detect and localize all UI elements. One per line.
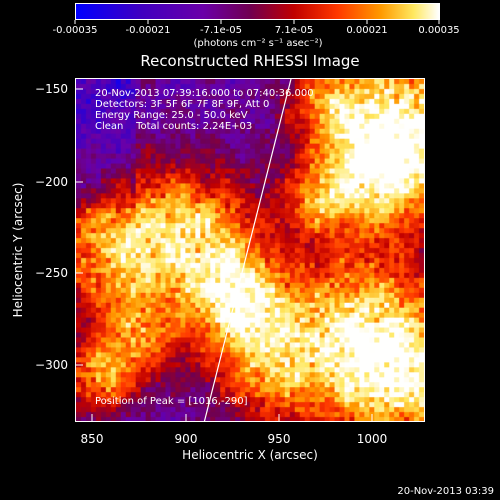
footer-timestamp: 20-Nov-2013 03:39	[397, 486, 494, 497]
info-time-range: 20-Nov-2013 07:39:16.000 to 07:40:36.000	[95, 88, 314, 99]
peak-position: Position of Peak = [1016,-290]	[95, 396, 248, 407]
info-clean-counts: Clean Total counts: 2.24E+03	[95, 121, 253, 132]
image-raster	[76, 79, 424, 421]
rhessi-image	[75, 78, 425, 422]
image-title: Reconstructed RHESSI Image	[140, 52, 360, 70]
y-tick-label: −150	[35, 82, 68, 96]
y-tick-label: −250	[35, 266, 68, 280]
info-detectors: Detectors: 3F 5F 6F 7F 8F 9F, Att 0	[95, 99, 270, 110]
limb-line	[203, 79, 292, 421]
info-energy-range: Energy Range: 25.0 - 50.0 keV	[95, 110, 248, 121]
colorbar-tick-label: 0.00021	[346, 25, 388, 36]
x-tick-label: 950	[267, 432, 291, 446]
x-axis-label: Heliocentric X (arcsec)	[182, 448, 318, 462]
y-axis-label: Heliocentric Y (arcsec)	[11, 182, 25, 318]
colorbar-tick-label: 7.1e-05	[274, 25, 314, 36]
y-tick-label: −300	[35, 358, 68, 372]
x-tick-label: 900	[174, 432, 198, 446]
colorbar-ticks	[74, 20, 440, 24]
colorbar-units: (photons cm⁻² s⁻¹ asec⁻²)	[193, 38, 323, 49]
colorbar-tick-label: -0.00021	[125, 25, 171, 36]
colorbar	[75, 3, 440, 20]
colorbar-tick-label: -0.00035	[52, 25, 98, 36]
colorbar-tick-label: 0.00035	[418, 25, 460, 36]
x-tick-label: 850	[80, 432, 104, 446]
y-tick-label: −200	[35, 175, 68, 189]
colorbar-tick-label: -7.1e-05	[200, 25, 242, 36]
x-tick-label: 1000	[356, 432, 388, 446]
